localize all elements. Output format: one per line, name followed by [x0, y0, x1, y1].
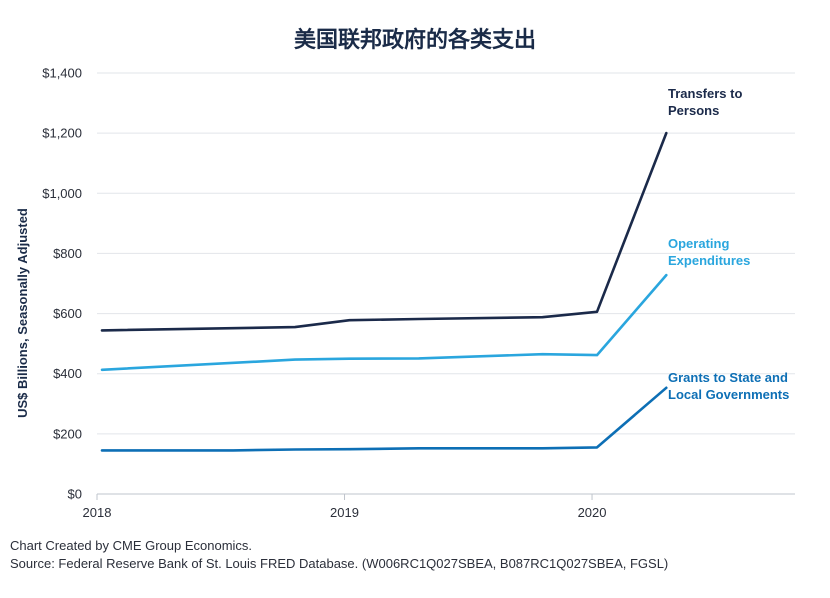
y-tick-label: $400	[53, 366, 82, 381]
series-label: Grants to State and	[668, 370, 788, 385]
y-tick-label: $1,200	[42, 126, 82, 141]
footer-source: Source: Federal Reserve Bank of St. Loui…	[10, 556, 669, 571]
series-lines	[100, 131, 668, 452]
y-tick-label: $600	[53, 306, 82, 321]
series-label: Persons	[668, 103, 719, 118]
y-tick-label: $200	[53, 426, 82, 441]
footer-credit: Chart Created by CME Group Economics.	[10, 538, 253, 553]
series-line	[100, 386, 668, 452]
series-labels: Transfers to Persons Operating Expenditures…	[668, 86, 789, 402]
series-label: Operating	[668, 236, 729, 251]
y-tick-label: $1,000	[42, 186, 82, 201]
x-tick-label: 2020	[578, 505, 607, 520]
y-tick-label: $0	[68, 487, 82, 502]
y-axis-label: US$ Billions, Seasonally Adjusted	[15, 208, 30, 418]
x-axis-ticks: 2018 2019 2020	[83, 494, 607, 520]
series-line	[100, 273, 668, 372]
line-chart: $0 $200 $400 $600 $800 $1,000 $1,200 $1,400 201…	[15, 66, 795, 520]
chart-title: 美国联邦政府的各类支出	[293, 28, 536, 53]
series-label: Local Governments	[668, 387, 789, 402]
y-axis-ticks: $0 $200 $400 $600 $800 $1,000 $1,200 $1,400	[42, 66, 82, 502]
y-tick-label: $800	[53, 246, 82, 261]
series-label: Transfers to	[668, 86, 742, 101]
series-label: Expenditures	[668, 253, 750, 268]
x-tick-label: 2019	[330, 505, 359, 520]
x-tick-label: 2018	[83, 505, 112, 520]
gridlines	[97, 72, 795, 495]
y-tick-label: $1,400	[42, 66, 82, 81]
series-line	[100, 131, 668, 332]
